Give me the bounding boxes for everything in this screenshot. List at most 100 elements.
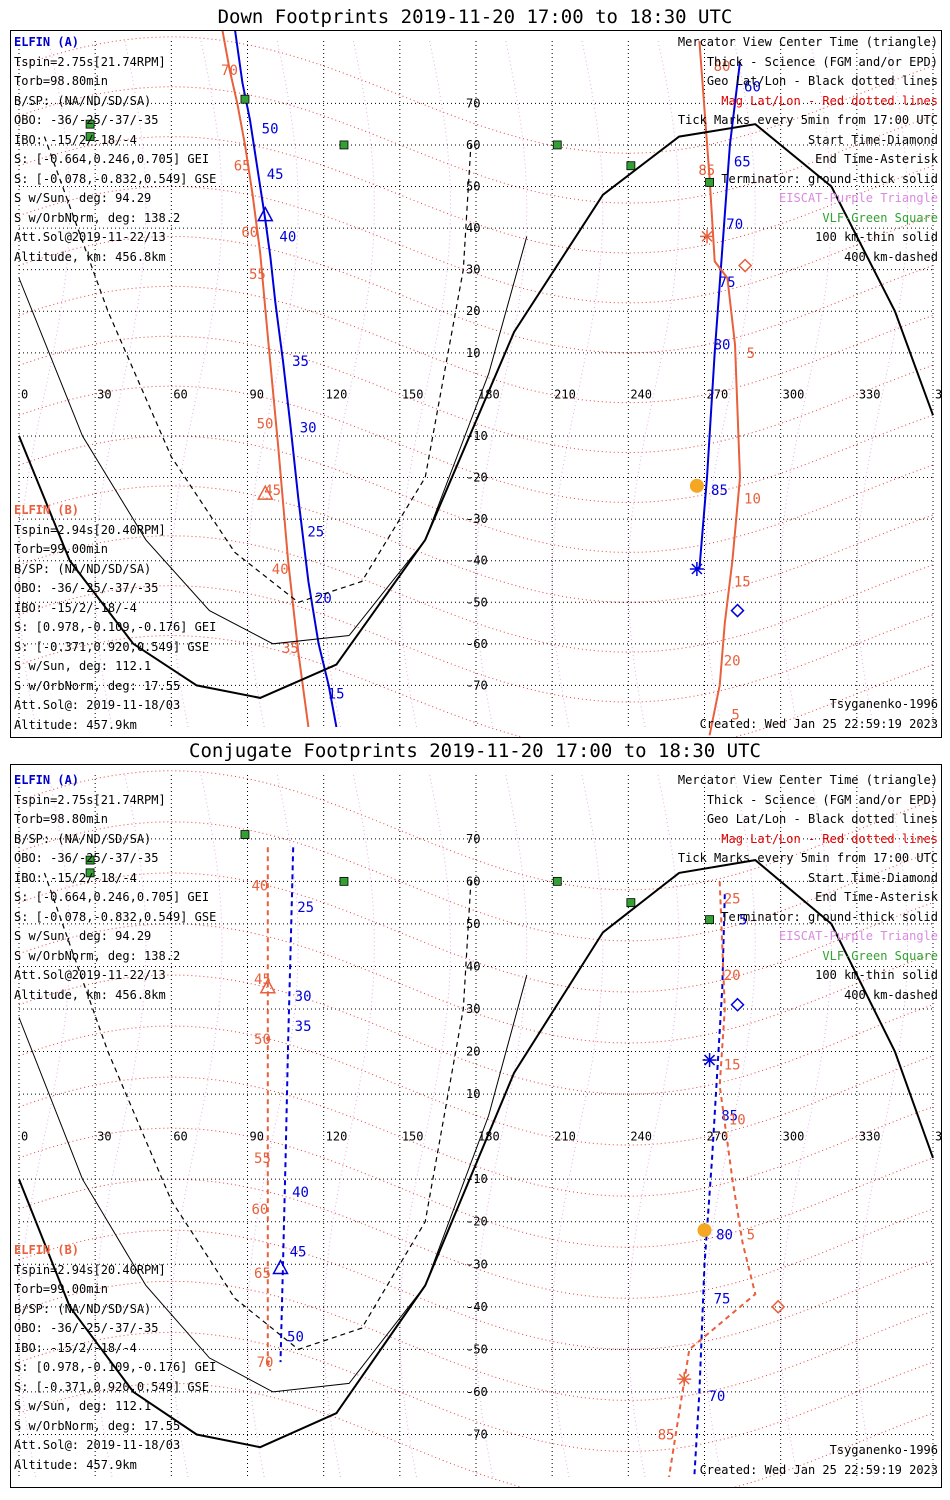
elfin-a-line: IBO: -15/2/-18/-4 — [14, 870, 137, 885]
y-tick-label: 60 — [466, 874, 480, 888]
y-tick-label: -30 — [466, 512, 488, 526]
elfin-b-line: IBO: -15/2/-18/-4 — [14, 600, 137, 615]
vlf-station-square — [240, 830, 250, 839]
elfin-a-line: S w/Sun, deg: 94.29 — [14, 929, 152, 943]
vlf-station-square — [626, 898, 636, 908]
elfin-b-line: Att.Sol@: 2019-11-18/03 — [14, 698, 181, 712]
tick-mark-label: 45 — [254, 972, 271, 988]
legend-item: 100 km-thin solid — [815, 230, 938, 244]
y-tick-label: -70 — [466, 678, 488, 692]
legend-item: 400 km-dashed — [844, 987, 938, 1002]
tick-mark-label: 30 — [300, 421, 317, 437]
y-tick-label: 50 — [466, 180, 480, 194]
x-tick-label: 210 — [554, 1130, 576, 1144]
elfin-a-line: Altitude, km: 456.8km — [14, 987, 166, 1002]
created-label: Created: Wed Jan 25 22:59:19 2023 — [699, 1463, 938, 1477]
x-tick-label: 300 — [783, 1130, 805, 1144]
view-center-triangle — [257, 484, 274, 500]
elfin-b-line: B/SP: (NA/ND/SD/SA) — [14, 561, 152, 576]
elfin-b-line: OBO: -36/-25/-37/-35 — [14, 1321, 159, 1335]
tick-mark-label: 20 — [724, 653, 741, 669]
tick-mark-label: 55 — [254, 1151, 271, 1167]
vlf-station-square — [552, 876, 562, 886]
elfin-a-header: ELFIN (A) — [14, 35, 80, 49]
tick-mark-label: 35 — [292, 354, 309, 370]
elfin-a-header: ELFIN (A) — [14, 773, 80, 787]
x-tick-label: 60 — [173, 1130, 187, 1144]
series-line-terminator — [18, 123, 934, 699]
y-tick-label: 30 — [466, 1002, 480, 1016]
panel-title-conjugate: Conjugate Footprints 2019-11-20 17:00 to… — [189, 740, 761, 762]
tick-mark-label: 25 — [297, 900, 314, 916]
elfin-a-line: S: [-0.664,0.246,0.705] GEI — [14, 890, 210, 904]
elfin-a-line: S: [-0.664,0.246,0.705] GEI — [14, 152, 210, 166]
mag-lon-line — [323, 774, 375, 1478]
legend-item: Geo Lat/Lon - Black dotted lines — [706, 74, 938, 88]
elfin-a-line: S: [-0.078,-0.832,0.549] GSE — [14, 171, 217, 186]
x-tick-label: 90 — [250, 1130, 264, 1144]
tick-mark-label: 45 — [264, 483, 281, 499]
elfin-b-line: S: [-0.371,0.920,0.549] GSE — [14, 1379, 210, 1394]
tick-mark-label: 40 — [272, 562, 289, 578]
tick-mark-label: 70 — [709, 1389, 726, 1405]
down-footprints-panel: 0 30 60 90 120 150 180 210 240 270 300 330 360 70 60 50… — [10, 30, 942, 738]
legend-item: EISCAT-Purple Triangle — [779, 929, 938, 943]
tick-mark-label: 60 — [241, 225, 258, 241]
elfin-b-line: Tspin=2.94s[20.40RPM] — [14, 1262, 166, 1277]
tick-mark-label: 85 — [698, 163, 715, 179]
elfin-a-line: B/SP: (NA/ND/SD/SA) — [14, 831, 152, 846]
elfin-b-line: S w/Sun, deg: 112.1 — [14, 659, 152, 673]
end-time-asterisk — [704, 1054, 716, 1066]
elfin-b-line: IBO: -15/2/-18/-4 — [14, 1340, 137, 1355]
tick-mark-label: 55 — [249, 267, 266, 283]
y-tick-label: -60 — [466, 1385, 488, 1399]
legend-item: Start Time-Diamond — [807, 132, 938, 147]
mag-lon-line — [323, 40, 375, 728]
conjugate-footprints-map: 0 30 60 90 120 150 180 210 240 270 300 330 360 70 60 50… — [18, 770, 941, 1487]
tick-mark-label: 50 — [262, 121, 279, 137]
model-label: Tsyganenko-1996 — [829, 1443, 938, 1457]
legend-item: Mag Lat/Lon - Red dotted lines — [721, 93, 938, 108]
tick-mark-label: 65 — [734, 155, 751, 171]
tick-mark-label: 5 — [739, 913, 747, 929]
series-line-100-km — [18, 236, 528, 645]
tick-mark-label: 70 — [726, 217, 743, 233]
series-line-elfin-a-return — [698, 61, 741, 570]
x-tick-label: 90 — [250, 387, 264, 401]
tick-mark-label: 30 — [295, 989, 312, 1005]
elfin-a-line: S: [-0.078,-0.832,0.549] GSE — [14, 909, 217, 924]
model-label: Tsyganenko-1996 — [829, 697, 938, 711]
tick-mark-label: 40 — [292, 1185, 309, 1201]
tick-mark-label: 85 — [711, 483, 728, 499]
tick-mark-label: 15 — [734, 574, 751, 590]
legend: Mercator View Center Time (triangle) Thic… — [678, 33, 938, 267]
series-line-elfin-a-return — [693, 894, 726, 1478]
tick-mark-label: 15 — [724, 1057, 741, 1073]
view-center-triangle — [272, 1258, 289, 1275]
conjugate-footprints-panel: 0 30 60 90 120 150 180 210 240 270 300 330 360 70 60 50… — [10, 764, 942, 1488]
elfin-b-line: Altitude: 457.9km — [14, 717, 137, 732]
legend-item: EISCAT-Purple Triangle — [779, 191, 938, 205]
tick-mark-label: 45 — [290, 1245, 307, 1261]
y-tick-label: 60 — [466, 138, 480, 152]
y-tick-label: 50 — [466, 917, 480, 931]
elfin-b-line: S: [-0.371,0.920,0.549] GSE — [14, 639, 210, 654]
x-tick-label: 0 — [21, 1130, 28, 1144]
elfin-a-line: Tspin=2.75s[21.74RPM] — [14, 792, 166, 807]
start-time-diamond — [771, 1299, 786, 1314]
x-tick-label: 30 — [97, 1130, 111, 1144]
elfin-b-line: Torb=99.00min — [14, 542, 108, 556]
legend-item: Mercator View Center Time (triangle) — [677, 773, 938, 787]
series-line-400-km — [43, 872, 472, 1351]
tick-mark-label: 50 — [287, 1330, 304, 1346]
elfin-b-lines: Tspin=2.94s[20.40RPM] Torb=99.00min B/SP: … — [14, 1261, 216, 1472]
legend-item: Mercator View Center Time (triangle) — [677, 35, 938, 49]
tick-mark-label: 10 — [729, 1113, 746, 1129]
legend-item: VLF-Green Square — [822, 948, 938, 963]
x-tick-label: 30 — [97, 387, 111, 401]
elfin-a-lines: Tspin=2.75s[21.74RPM] Torb=98.80min B/SP: … — [14, 53, 216, 264]
subsolar-point — [697, 1223, 712, 1238]
view-center-triangle — [259, 978, 277, 994]
y-tick-label: 70 — [466, 96, 480, 110]
elfin-b-line: S w/OrbNorm, deg: 17.55 — [14, 1418, 181, 1433]
